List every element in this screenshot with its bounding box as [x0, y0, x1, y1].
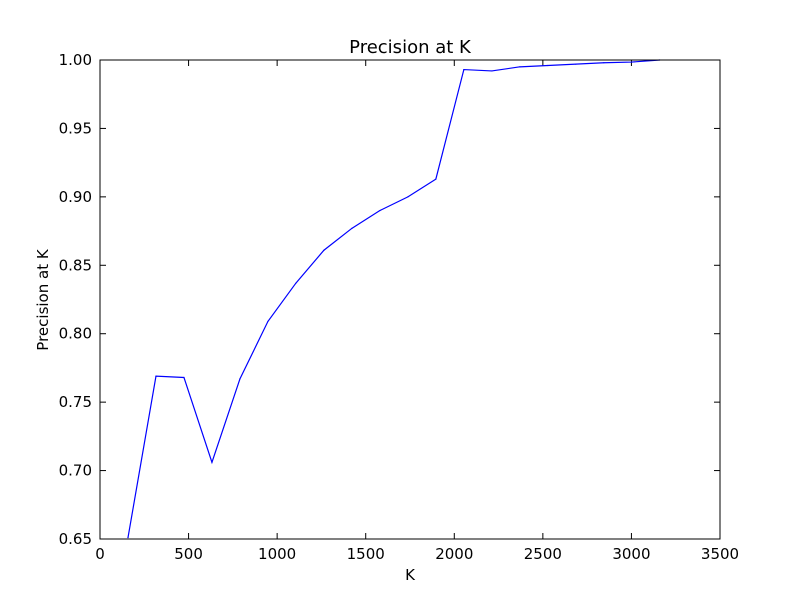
series-layer	[127, 59, 661, 539]
y-tick-label: 0.95	[59, 119, 92, 137]
x-tick-label: 1000	[258, 545, 296, 563]
chart-title: Precision at K	[349, 37, 472, 58]
x-tick-label: 3500	[701, 545, 739, 563]
data-point	[183, 376, 185, 379]
y-axis-label: Precision at K	[34, 248, 52, 351]
data-point	[547, 64, 549, 67]
x-tick-label: 500	[174, 545, 203, 563]
data-point	[463, 68, 465, 71]
data-point	[407, 196, 409, 198]
data-point	[211, 461, 213, 463]
y-tick-label: 1.00	[59, 51, 92, 69]
data-point	[603, 62, 605, 64]
x-tick-label: 2000	[435, 545, 473, 563]
data-point	[631, 61, 633, 63]
data-point	[267, 320, 269, 322]
x-tick-label: 3000	[612, 545, 650, 563]
y-tick-label: 0.65	[59, 530, 92, 548]
x-tick-label: 2500	[524, 545, 562, 563]
y-tick-label: 0.90	[59, 188, 92, 206]
data-point	[379, 209, 381, 212]
series-line	[127, 59, 660, 538]
y-tick-label: 0.70	[59, 462, 92, 480]
x-tick-label: 1500	[347, 545, 385, 563]
data-point	[127, 537, 129, 539]
data-point	[491, 70, 493, 72]
y-tick-label: 0.80	[59, 325, 92, 343]
y-tick-label: 0.75	[59, 393, 92, 411]
axis-ticks: 0 500 1000 1500 2000 2500 3000 3500 0.65 0.70 0.75…	[59, 51, 740, 563]
data-point	[155, 375, 157, 377]
data-point	[351, 227, 353, 229]
y-tick-label: 0.85	[59, 256, 92, 274]
x-tick-label: 0	[95, 545, 105, 563]
data-point	[575, 63, 577, 65]
plot-frame	[99, 59, 721, 540]
x-axis-label: K	[405, 566, 416, 584]
data-point	[295, 282, 297, 284]
data-point	[519, 66, 521, 68]
data-point	[435, 178, 437, 180]
data-point	[323, 249, 325, 251]
data-point	[239, 378, 241, 380]
